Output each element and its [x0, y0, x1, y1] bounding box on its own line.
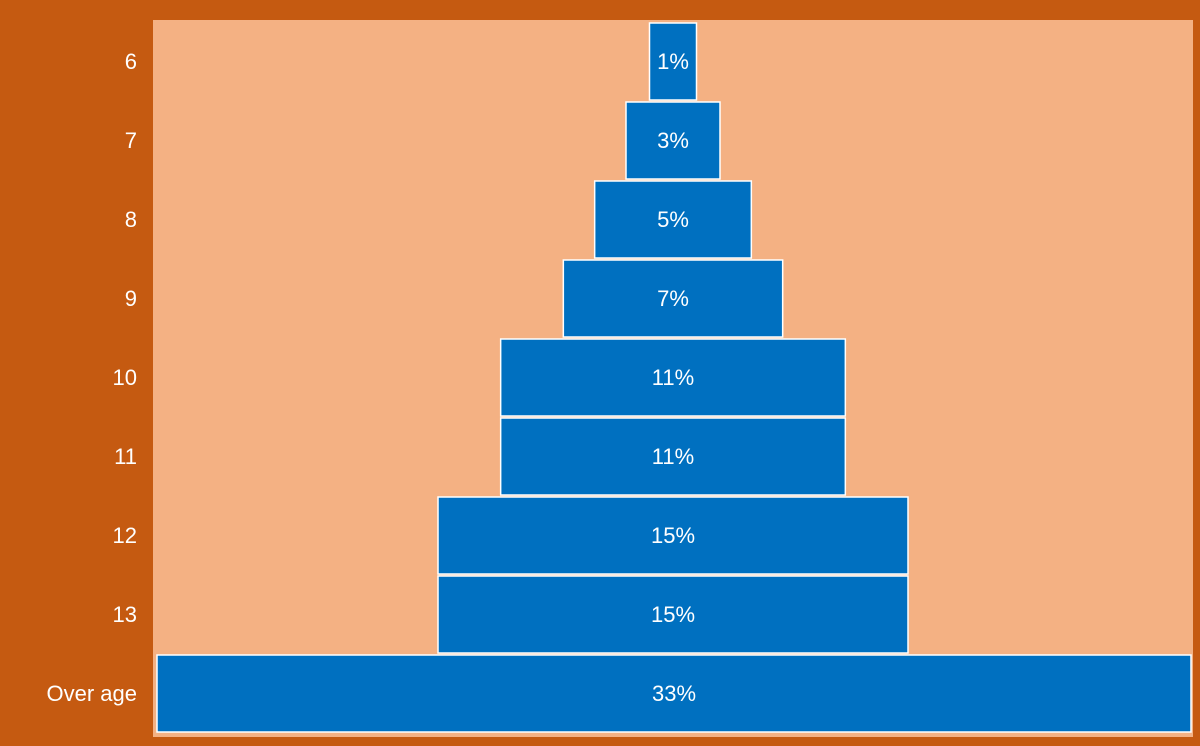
- category-label: 9: [125, 286, 137, 311]
- funnel-bar-10: [499, 338, 847, 417]
- category-label: Over age: [47, 681, 138, 706]
- value-label: 3%: [657, 128, 689, 153]
- value-label: 15%: [651, 523, 695, 548]
- funnel-bar-7: [625, 101, 721, 180]
- funnel-bar-11: [499, 417, 847, 496]
- value-label: 1%: [657, 49, 689, 74]
- funnel-bar-8: [593, 180, 753, 259]
- value-label: 15%: [651, 602, 695, 627]
- category-label: 8: [125, 207, 137, 232]
- category-label: 11: [114, 444, 137, 469]
- category-label: 6: [125, 49, 137, 74]
- value-label: 11%: [652, 365, 694, 390]
- category-label: 12: [113, 523, 137, 548]
- value-label: 5%: [657, 207, 689, 232]
- funnel-bar-6: [648, 22, 698, 101]
- category-label: 10: [113, 365, 137, 390]
- funnel-bar-over-age: [156, 654, 1192, 733]
- funnel-bar-13: [437, 575, 909, 654]
- value-label: 11%: [652, 444, 694, 469]
- value-label: 7%: [657, 286, 689, 311]
- value-label: 33%: [652, 681, 696, 706]
- category-label: 7: [125, 128, 137, 153]
- category-label: 13: [113, 602, 137, 627]
- funnel-bar-12: [437, 496, 909, 575]
- funnel-bar-9: [562, 259, 784, 338]
